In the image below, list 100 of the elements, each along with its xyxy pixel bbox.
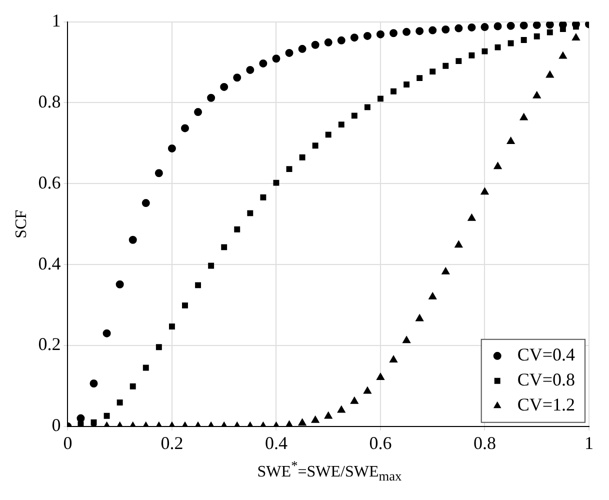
point	[428, 292, 437, 300]
point	[390, 88, 396, 94]
point	[558, 52, 567, 59]
point	[416, 27, 424, 36]
point	[246, 66, 254, 74]
point	[494, 44, 501, 50]
point	[520, 37, 527, 43]
legend-label: CV=0.4	[517, 344, 575, 365]
point	[468, 52, 475, 58]
point	[272, 54, 280, 63]
x-tick-label: 0.2	[160, 432, 184, 453]
point	[324, 412, 332, 419]
point	[506, 137, 515, 144]
point	[482, 48, 488, 54]
point	[299, 154, 306, 160]
legend-label: CV=1.2	[517, 394, 575, 415]
point	[156, 344, 162, 350]
point	[390, 29, 398, 38]
point	[168, 323, 175, 330]
point	[168, 144, 176, 152]
x-tick-label: 0.8	[473, 432, 496, 453]
point	[442, 25, 450, 34]
point	[416, 314, 424, 322]
point	[298, 44, 306, 53]
point	[338, 122, 344, 128]
point	[220, 82, 228, 91]
point	[494, 22, 502, 30]
x-tick-label: 1	[584, 432, 594, 453]
point	[208, 262, 214, 269]
point	[402, 336, 411, 344]
point	[311, 416, 320, 423]
point	[259, 59, 268, 68]
y-tick-label: 0.6	[38, 172, 61, 192]
point	[260, 194, 266, 200]
point	[508, 40, 514, 46]
point	[325, 132, 332, 138]
point	[273, 180, 280, 186]
x-tick-label: 0.6	[369, 432, 392, 453]
point	[364, 104, 370, 110]
point	[142, 364, 149, 371]
y-tick-label: 1	[52, 10, 61, 31]
point	[351, 112, 358, 119]
point	[116, 280, 124, 288]
point	[376, 30, 384, 38]
y-axis-title: SCF	[12, 210, 30, 238]
point	[454, 240, 463, 248]
point	[430, 68, 436, 75]
point	[376, 372, 384, 380]
point	[324, 38, 332, 46]
y-tick-label: 0.8	[38, 91, 61, 112]
point	[234, 226, 240, 232]
point	[182, 302, 188, 308]
point	[456, 58, 462, 64]
point	[520, 22, 528, 30]
point	[546, 22, 554, 29]
point	[221, 244, 228, 250]
point	[285, 48, 294, 57]
point	[102, 329, 111, 338]
point	[534, 33, 540, 40]
point	[402, 28, 411, 36]
point	[442, 267, 450, 274]
point	[416, 75, 423, 82]
point	[128, 236, 137, 244]
point	[546, 29, 553, 36]
point	[154, 169, 163, 178]
point	[480, 23, 489, 32]
y-tick-label: 0.2	[38, 334, 61, 354]
point	[428, 26, 437, 34]
point	[247, 210, 254, 216]
point	[142, 199, 150, 208]
point	[468, 23, 476, 32]
y-tick-label: 0	[52, 415, 61, 436]
point	[390, 356, 398, 363]
x-axis-title: SWE$^{*}$=SWE/SWE$_{max}$	[256, 458, 403, 485]
point	[195, 282, 201, 288]
point	[532, 22, 541, 30]
point	[130, 383, 136, 390]
point	[350, 396, 358, 404]
point	[378, 96, 384, 102]
point	[312, 142, 318, 149]
point	[350, 34, 358, 42]
point	[90, 380, 98, 388]
point	[506, 22, 515, 30]
x-tick-label: 0.4	[264, 432, 288, 453]
point	[207, 94, 216, 102]
point	[104, 412, 110, 419]
legend-label: CV=0.8	[517, 370, 575, 390]
point	[286, 166, 292, 172]
point	[520, 113, 528, 120]
point	[468, 214, 476, 221]
point	[404, 82, 410, 88]
point	[311, 40, 320, 49]
point	[454, 24, 463, 32]
point	[442, 62, 449, 69]
point	[363, 32, 372, 40]
y-tick-label: 0.4	[38, 253, 61, 274]
point	[480, 188, 489, 195]
point	[194, 108, 202, 116]
point	[180, 124, 189, 132]
point	[363, 386, 372, 394]
